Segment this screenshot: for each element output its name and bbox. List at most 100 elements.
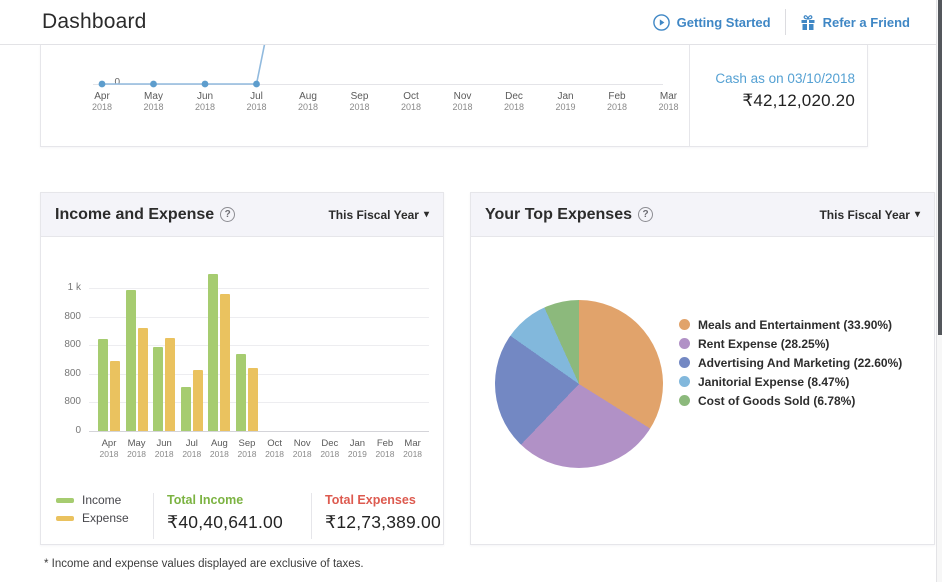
getting-started-label: Getting Started	[676, 14, 771, 30]
cash-flow-chart: 0 Apr 2018 May 2018 Jun 2018 Jul 2018 Aug 2018 Sep 2…	[41, 45, 689, 146]
y-axis-tick: 800	[64, 339, 81, 351]
total-expenses-amount: ₹12,73,389.00	[325, 512, 441, 532]
bar-income[interactable]	[208, 273, 219, 431]
x-axis-label: Jan 2019	[347, 438, 367, 459]
x-axis-label: Jun 2018	[154, 438, 174, 459]
footer-divider-1	[153, 493, 154, 539]
fiscal-year-label: This Fiscal Year	[819, 207, 910, 222]
data-point	[253, 80, 260, 88]
income-expense-chart: 0 800 800 800 800 1 k Apr 2018 May 2018 Jun 2018 Jul…	[41, 193, 443, 544]
income-legend-label: Income	[82, 493, 122, 507]
y-axis-tick: 800	[64, 367, 81, 379]
data-point	[150, 80, 157, 88]
bar-expense[interactable]	[192, 370, 203, 431]
scrollbar-thumb[interactable]	[938, 0, 942, 335]
gridline	[89, 288, 429, 289]
refer-a-friend-link[interactable]: Refer a Friend	[786, 14, 924, 31]
legend-label: Meals and Entertainment (33.90%)	[698, 317, 893, 332]
bar-expense[interactable]	[110, 360, 120, 431]
tax-footnote: * Income and expense values displayed ar…	[44, 558, 364, 570]
header-links: Getting Started Refer a Friend	[639, 9, 924, 35]
legend-label: Advertising And Marketing (22.60%)	[698, 355, 903, 370]
help-icon[interactable]: ?	[638, 207, 653, 222]
x-axis-label: Feb 2018	[375, 438, 395, 459]
x-axis-label: Jul 2018	[246, 91, 267, 112]
income-swatch	[56, 497, 74, 503]
gridline	[89, 316, 429, 318]
bar-income[interactable]	[153, 347, 164, 431]
x-axis-label: Jun 2018	[194, 91, 216, 112]
chevron-down-icon: ▾	[423, 209, 429, 220]
cash-flow-line	[98, 45, 266, 88]
x-axis-label: Aug 2018	[297, 91, 319, 112]
x-axis-label: Mar 2018	[403, 438, 423, 459]
top-header: Dashboard Getting Started Refer a Friend	[0, 0, 936, 45]
legend-label: Janitorial Expense (8.47%)	[698, 374, 850, 389]
play-circle-icon	[652, 13, 670, 31]
total-income-amount: ₹40,40,641.00	[167, 512, 283, 532]
gift-icon	[801, 14, 815, 30]
fiscal-year-label: This Fiscal Year	[328, 207, 419, 222]
bar-expense[interactable]	[165, 338, 176, 431]
top-expenses-title: Your Top Expenses ?	[485, 206, 653, 224]
y-axis-tick: 0	[75, 425, 81, 436]
total-income-block: Total Income ₹40,40,641.00	[167, 493, 283, 533]
top-expenses-title-text: Your Top Expenses	[485, 205, 632, 223]
total-expenses-label: Total Expenses	[325, 493, 416, 507]
top-expenses-pie-chart[interactable]	[495, 300, 663, 468]
x-axis-label: Jan 2019	[555, 91, 576, 112]
bar-expense[interactable]	[248, 368, 258, 431]
cash-flow-panel: 0 Apr 2018 May 2018 Jun 2018 Jul 2018 Aug 2018 Sep 2…	[40, 45, 868, 147]
gridline	[89, 345, 429, 347]
legend-dot	[679, 357, 690, 368]
help-icon[interactable]: ?	[220, 207, 236, 222]
bar-expense[interactable]	[137, 328, 148, 431]
gridline	[89, 402, 429, 404]
pie-legend: Meals and Entertainment (33.90%) Rent Exp…	[679, 315, 902, 410]
income-expense-title: Income and Expense ?	[55, 205, 236, 224]
x-axis-label: Oct 2018	[400, 91, 422, 112]
legend-expense: Expense	[56, 511, 129, 525]
legend-label: Rent Expense (28.25%)	[698, 336, 830, 351]
y-axis-tick: 800	[64, 396, 81, 408]
legend-item: Rent Expense (28.25%)	[679, 334, 902, 353]
cash-summary: Cash as on 03/10/2018 ₹42,12,020.20	[689, 45, 867, 146]
x-axis-label: Dec 2018	[503, 91, 525, 112]
x-axis-label: Jul 2018	[182, 438, 202, 459]
legend-item: Advertising And Marketing (22.60%)	[679, 353, 902, 372]
page-title: Dashboard	[42, 10, 147, 33]
legend-label: Cost of Goods Sold (6.78%)	[698, 393, 856, 408]
bar-income[interactable]	[98, 338, 108, 431]
legend-item: Janitorial Expense (8.47%)	[679, 372, 902, 391]
y-axis-tick: 0	[114, 77, 120, 88]
income-expense-title-text: Income and Expense	[55, 205, 215, 223]
x-axis-label: May 2018	[143, 91, 164, 112]
bar-income[interactable]	[180, 386, 191, 431]
x-axis-label: Feb 2018	[606, 91, 628, 112]
getting-started-link[interactable]: Getting Started	[639, 13, 785, 31]
top-expenses-panel: Your Top Expenses ? This Fiscal Year ▾ M…	[470, 192, 935, 545]
footer-divider-2	[311, 493, 312, 539]
income-expense-panel: 0 800 800 800 800 1 k Apr 2018 May 2018 Jun 2018 Jul…	[40, 192, 444, 545]
fiscal-year-dropdown[interactable]: This Fiscal Year ▾	[819, 208, 920, 222]
data-point	[98, 80, 106, 88]
bar-income[interactable]	[236, 353, 246, 431]
fiscal-year-dropdown[interactable]: This Fiscal Year ▾	[328, 208, 429, 222]
legend-dot	[679, 395, 690, 406]
bar-income[interactable]	[125, 290, 136, 431]
expense-swatch	[56, 515, 74, 521]
expense-legend-label: Expense	[82, 511, 129, 525]
total-expenses-block: Total Expenses ₹12,73,389.00	[325, 493, 441, 533]
gridline	[89, 431, 429, 432]
x-axis-label: Sep 2018	[349, 91, 370, 112]
legend-dot	[679, 338, 690, 349]
legend-dot	[679, 376, 690, 387]
chevron-down-icon: ▾	[914, 209, 920, 220]
legend-dot	[679, 319, 690, 330]
x-axis-label: Apr 2018	[91, 91, 113, 112]
data-point	[201, 80, 209, 88]
vertical-scrollbar[interactable]	[936, 0, 942, 582]
bar-expense[interactable]	[220, 294, 231, 431]
cash-amount: ₹42,12,020.20	[742, 91, 855, 110]
